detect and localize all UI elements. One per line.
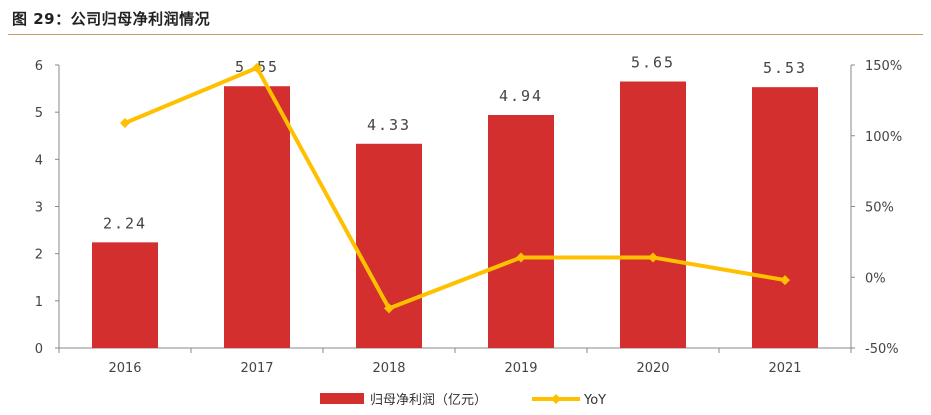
bar [356, 143, 422, 348]
bar-data-label: 4.33 [367, 116, 411, 134]
bar-data-label: 5.65 [631, 54, 675, 72]
legend-label-line: YoY [583, 393, 606, 408]
yoy-point [384, 303, 394, 314]
bar [92, 242, 158, 348]
bar [752, 87, 818, 348]
y-left-tick-label: 5 [35, 106, 43, 121]
bar [224, 86, 290, 348]
bar [620, 81, 686, 348]
x-tick-label: 2017 [240, 361, 273, 376]
legend-label-bar: 归母净利润（亿元） [370, 393, 487, 408]
x-tick-label: 2021 [768, 361, 801, 376]
yoy-line [124, 65, 786, 311]
yoy-point [516, 252, 526, 263]
y-right-tick-label: 50% [865, 201, 894, 216]
title-bar: 图 29：公司归母净利润情况 [8, 6, 923, 35]
y-left-tick-label: 1 [35, 295, 43, 310]
bar-data-label: 2.24 [103, 214, 147, 232]
x-tick-label: 2019 [504, 361, 537, 376]
y-right-tick-label: 0% [865, 271, 886, 286]
y-left-tick-label: 6 [35, 59, 43, 74]
bar-data-label: 4.94 [499, 87, 543, 105]
legend-swatch-bar [320, 393, 364, 404]
y-left-tick-label: 4 [35, 153, 43, 168]
y-left-tick-label: 3 [35, 201, 43, 216]
x-tick-label: 2018 [372, 361, 405, 376]
y-right-tick-label: -50% [865, 342, 899, 357]
y-right-tick-label: 100% [865, 130, 902, 145]
chart-title: 图 29：公司归母净利润情况 [12, 10, 211, 28]
y-left-tick-label: 0 [35, 342, 43, 357]
yoy-point [648, 252, 658, 263]
legend-swatch-marker [551, 394, 561, 404]
bar [488, 114, 554, 348]
x-tick-label: 2020 [636, 361, 669, 376]
bar-data-label: 5.53 [763, 59, 807, 77]
yoy-point [252, 62, 262, 73]
x-tick-label: 2016 [108, 361, 141, 376]
y-left-tick-label: 2 [35, 248, 43, 263]
yoy-point [780, 275, 790, 286]
yoy-point [120, 118, 130, 129]
y-right-tick-label: 150% [865, 59, 902, 74]
